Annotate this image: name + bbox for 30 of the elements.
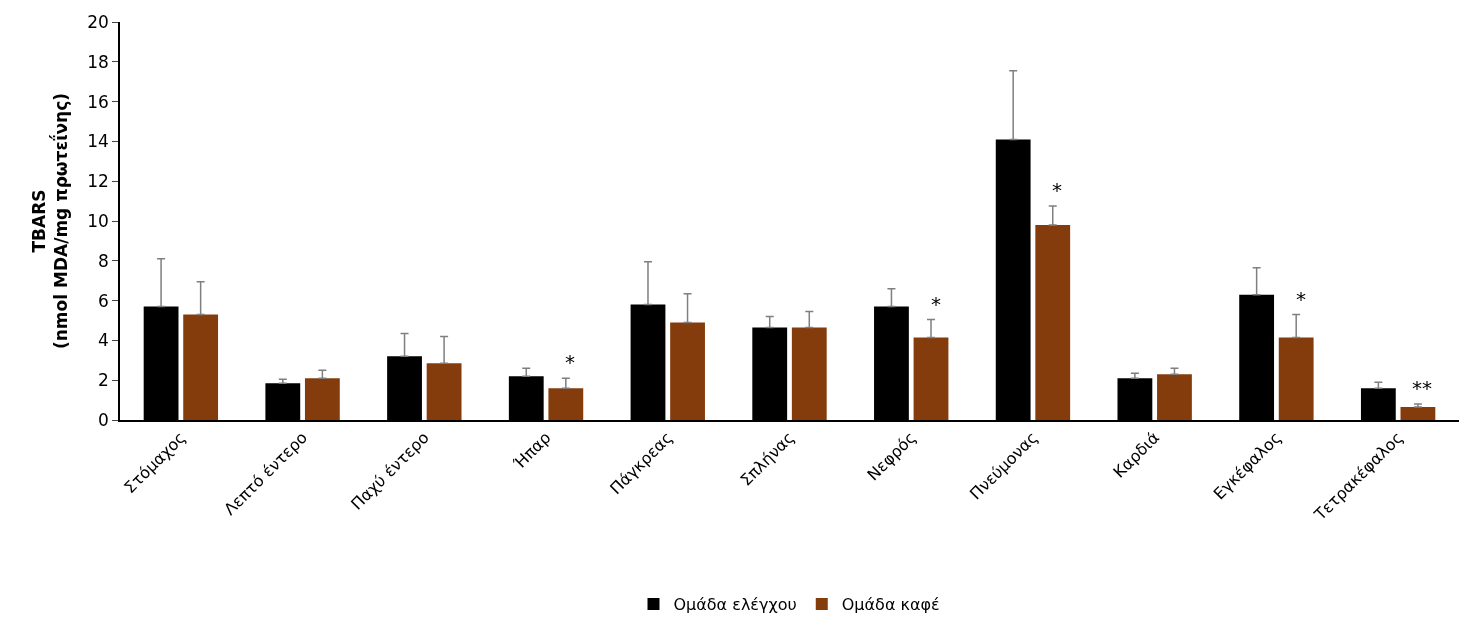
bar xyxy=(670,322,705,420)
legend-label: Ομάδα καφέ xyxy=(841,595,940,615)
y-tick-label: 16 xyxy=(87,91,109,112)
bar xyxy=(791,327,827,420)
bar xyxy=(426,363,462,420)
bar xyxy=(913,337,949,420)
y-tick-label: 14 xyxy=(87,131,109,152)
bar xyxy=(548,388,584,420)
y-tick-label: 12 xyxy=(87,171,109,192)
bar xyxy=(1035,224,1071,420)
y-axis-title: TBARS (nmol MDA/mg πρωτεΐνης) xyxy=(29,92,72,350)
y-tick-label: 2 xyxy=(98,370,109,391)
annotation: ** xyxy=(1412,376,1432,400)
bar xyxy=(1278,337,1314,420)
y-tick-label: 20 xyxy=(87,11,109,32)
bar xyxy=(1157,374,1192,420)
annotation: * xyxy=(931,292,941,316)
y-tick-label: 10 xyxy=(87,210,109,231)
annotation: * xyxy=(1296,287,1306,311)
bar xyxy=(183,314,219,420)
y-tick-label: 0 xyxy=(98,409,109,430)
y-tick-label: 8 xyxy=(98,250,109,271)
legend-label: Ομάδα ελέγχου xyxy=(673,595,797,615)
bar xyxy=(304,378,340,420)
bar xyxy=(1400,407,1436,420)
y-tick-label: 4 xyxy=(98,330,109,351)
annotation: * xyxy=(1052,178,1062,202)
y-tick-label: 6 xyxy=(98,290,109,311)
annotation: * xyxy=(565,350,575,374)
y-tick-label: 18 xyxy=(87,51,109,72)
